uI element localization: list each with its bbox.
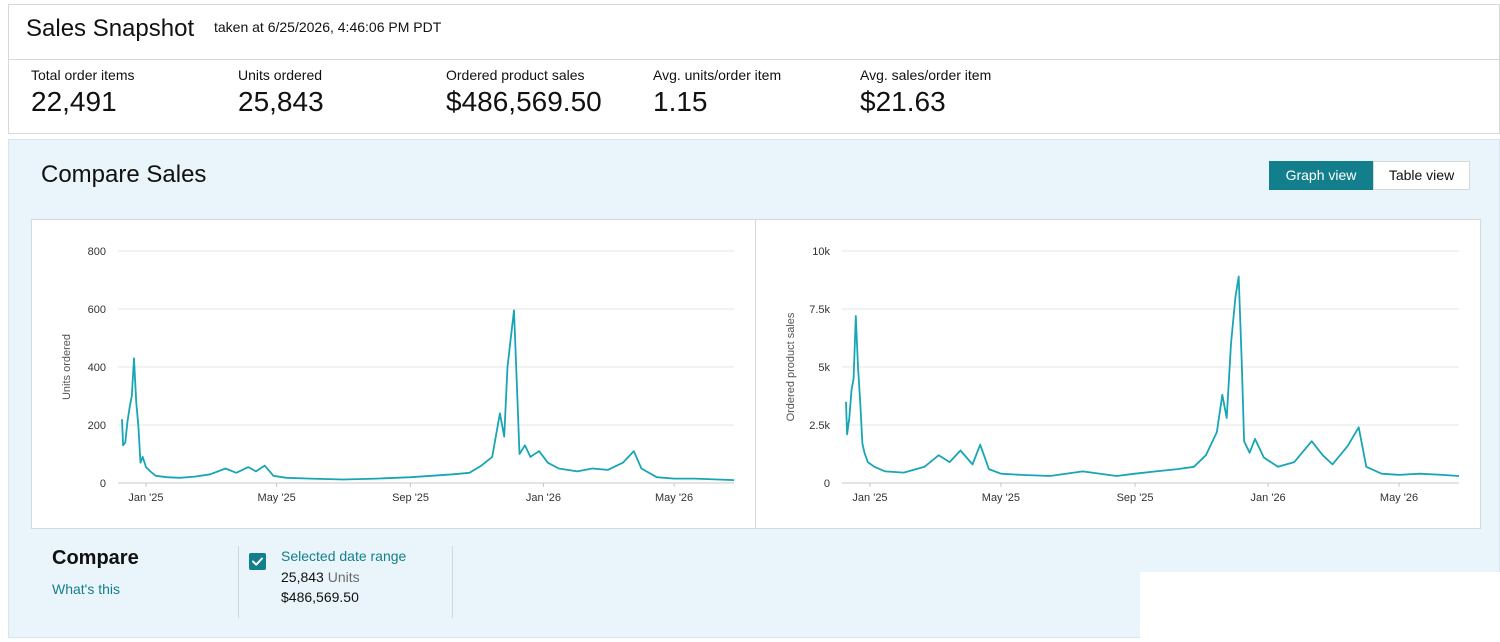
metric-value: $21.63 xyxy=(860,86,946,117)
compare-sales-section: Compare Sales Graph view Table view 0 200… xyxy=(8,139,1500,638)
snapshot-title: Sales Snapshot xyxy=(26,15,195,42)
y-tick-label: 0 xyxy=(100,478,106,490)
series-line xyxy=(845,275,1460,477)
metric-value: $486,569.50 xyxy=(446,86,602,117)
units-ordered-chart: 0 200 400 600 800 Jan '25 May '25 Sep '25 Jan '2… xyxy=(61,246,735,504)
sales-snapshot-header: Sales Snapshot taken at 6/25/2026, 4:46:… xyxy=(8,4,1500,60)
metrics-row: Total order items 22,491 Units ordered 2… xyxy=(8,59,1500,134)
y-tick-label: 7.5k xyxy=(809,304,830,316)
y-tick-label: 2.5k xyxy=(809,420,830,432)
metric-label: Avg. units/order item xyxy=(653,67,782,83)
metric-value: 22,491 xyxy=(31,86,117,117)
footer-separator xyxy=(452,546,453,618)
selected-units-value: 25,843 xyxy=(281,569,324,585)
x-tick-label: Jan '26 xyxy=(1251,492,1286,504)
whats-this-link[interactable]: What's this xyxy=(52,581,121,597)
selected-date-range-checkbox[interactable] xyxy=(249,553,266,570)
y-tick-label: 10k xyxy=(812,246,830,258)
blank-area xyxy=(1140,572,1500,642)
selected-date-range-label: Selected date range xyxy=(281,548,407,564)
metric-label: Ordered product sales xyxy=(446,67,585,83)
y-tick-label: 800 xyxy=(88,246,106,258)
metric-ordered-product-sales: Ordered product sales $486,569.50 xyxy=(446,67,602,118)
metric-value: 1.15 xyxy=(653,86,708,117)
y-tick-label: 5k xyxy=(818,362,830,374)
snapshot-timestamp: taken at 6/25/2026, 4:46:06 PM PDT xyxy=(214,19,442,35)
y-tick-label: 400 xyxy=(88,362,106,374)
selected-range-units: 25,843 Units xyxy=(281,569,360,585)
metric-label: Total order items xyxy=(31,67,135,83)
x-tick-label: May '26 xyxy=(1380,492,1418,504)
metric-value: 25,843 xyxy=(238,86,324,117)
metric-label: Units ordered xyxy=(238,67,323,83)
metric-units-ordered: Units ordered 25,843 xyxy=(238,67,324,118)
charts-container: 0 200 400 600 800 Jan '25 May '25 Sep '25 Jan '2… xyxy=(31,219,1481,529)
x-tick-label: Jan '25 xyxy=(128,492,163,504)
y-tick-label: 0 xyxy=(824,478,830,490)
table-view-button[interactable]: Table view xyxy=(1373,161,1470,190)
x-tick-label: May '25 xyxy=(982,492,1020,504)
chart-divider xyxy=(755,220,756,528)
metric-total-order-items: Total order items 22,491 xyxy=(31,67,134,118)
graph-view-button[interactable]: Graph view xyxy=(1269,161,1373,190)
metric-avg-units-per-order-item: Avg. units/order item 1.15 xyxy=(653,67,781,118)
x-tick-label: May '25 xyxy=(258,492,296,504)
view-toggle: Graph view Table view xyxy=(1269,161,1470,190)
compare-label: Compare xyxy=(52,547,139,569)
x-tick-label: Sep '25 xyxy=(1117,492,1154,504)
footer-separator xyxy=(238,546,239,618)
x-tick-label: Jan '26 xyxy=(526,492,561,504)
y-axis-title: Ordered product sales xyxy=(785,312,797,421)
x-tick-label: May '26 xyxy=(655,492,693,504)
checkmark-icon xyxy=(252,557,263,566)
metric-avg-sales-per-order-item: Avg. sales/order item $21.63 xyxy=(860,67,991,118)
series-line xyxy=(121,309,735,481)
x-tick-label: Sep '25 xyxy=(392,492,429,504)
y-tick-label: 200 xyxy=(88,420,106,432)
metric-label: Avg. sales/order item xyxy=(860,67,992,83)
y-axis-title: Units ordered xyxy=(61,334,73,400)
x-tick-label: Jan '25 xyxy=(852,492,887,504)
selected-range-sales: $486,569.50 xyxy=(281,589,359,605)
ordered-product-sales-chart: 0 2.5k 5k 7.5k 10k Jan '25 May '25 Sep '25 Jan '… xyxy=(785,246,1460,504)
selected-units-word: Units xyxy=(327,569,360,585)
y-tick-label: 600 xyxy=(88,304,106,316)
compare-sales-title: Compare Sales xyxy=(41,161,207,188)
